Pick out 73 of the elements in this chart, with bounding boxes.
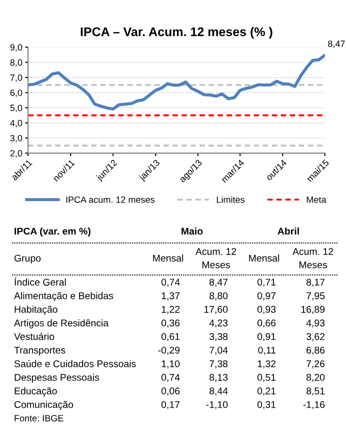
text: Grupo	[14, 254, 41, 264]
text: Mensal	[153, 254, 184, 262]
data-label: 8,13	[210, 374, 228, 382]
data-label: 8,51	[306, 388, 325, 396]
data-label: 0,71	[257, 278, 276, 287]
data-label: 0,11	[258, 346, 276, 355]
text: Acum. 12 Meses	[292, 248, 334, 268]
category-label: Comunicação	[14, 400, 74, 410]
data-label: 4,93	[306, 320, 325, 328]
data-label: 0,93	[257, 306, 276, 314]
text: Maio	[182, 227, 203, 235]
data-label: -1,16	[303, 401, 325, 410]
legend-label: IPCA acum. 12 meses	[66, 196, 154, 203]
data-label: 0,61	[161, 333, 180, 342]
y-tick-label: 3,0	[10, 134, 22, 142]
data-label: 1,22	[162, 306, 180, 314]
data-label: 1,32	[258, 360, 276, 368]
data-label: 7,26	[306, 360, 325, 368]
data-label: 0,17	[161, 401, 180, 410]
data-label: 1,10	[162, 360, 180, 368]
data-label: 17,60	[204, 306, 228, 314]
data-label: 0,74	[161, 278, 180, 287]
legend-label: Meta	[306, 196, 326, 203]
category-label: Transportes	[14, 346, 66, 356]
data-label: 0,31	[257, 401, 276, 410]
data-label: 1,37	[162, 292, 180, 300]
data-label: 8,47	[210, 278, 228, 287]
data-label: 0,36	[161, 320, 180, 328]
category-label: Vestuário	[14, 332, 54, 340]
data-label: 0,51	[257, 374, 276, 382]
data-label: 8,20	[306, 374, 325, 382]
y-tick-label: 7,0	[10, 74, 22, 82]
data-label: 0,66	[257, 320, 276, 328]
y-tick-label: 8,0	[10, 59, 22, 67]
data-label: 4,23	[209, 320, 228, 328]
category-label: Educação	[14, 387, 57, 396]
data-label: -1,10	[206, 401, 228, 410]
data-label: 8,80	[210, 292, 228, 300]
chart-title: IPCA – Var. Acum. 12 meses (% )	[80, 27, 272, 39]
text: IPCA (var. em %)	[14, 227, 90, 237]
data-label: 8,44	[210, 388, 228, 396]
category-label: Habitação	[14, 306, 58, 315]
data-label: -0,29	[158, 346, 180, 355]
data-label: 3,62	[306, 333, 325, 342]
category-label: Artigos de Residência	[14, 319, 109, 328]
data-label: 6,86	[306, 346, 325, 355]
y-tick-label: 9,0	[10, 44, 22, 52]
y-tick-label: 4,0	[10, 120, 22, 128]
data-label: 0,97	[257, 292, 276, 300]
text: Abril	[278, 227, 299, 235]
legend-label: Limites	[216, 196, 244, 203]
category-label: Saúde e Cuidados Pessoais	[14, 360, 136, 368]
line-series	[28, 54, 325, 110]
text: Mensal	[249, 254, 280, 262]
data-label: 16,89	[301, 306, 325, 314]
annotation: 8,47	[328, 40, 345, 48]
category-label: Despesas Pessoais	[14, 374, 100, 383]
data-label: 0,91	[257, 333, 276, 342]
category-label: Alimentação e Bebidas	[14, 292, 114, 302]
data-label: 8,17	[306, 278, 325, 287]
data-label: 0,74	[161, 374, 180, 382]
text: Acum. 12 Meses	[195, 248, 236, 268]
category-label: Índice Geral	[14, 277, 66, 286]
data-label: 0,21	[257, 388, 276, 396]
y-tick-label: 6,0	[10, 90, 22, 98]
data-label: 7,95	[306, 292, 325, 300]
data-label: 7,38	[210, 360, 228, 368]
y-tick-label: 2,0	[10, 150, 22, 158]
source-note: Fonte: IBGE	[14, 415, 64, 422]
y-tick-label: 5,0	[10, 104, 22, 112]
data-label: 3,38	[209, 333, 228, 342]
data-label: 7,04	[210, 346, 228, 355]
data-label: 0,06	[161, 388, 180, 396]
